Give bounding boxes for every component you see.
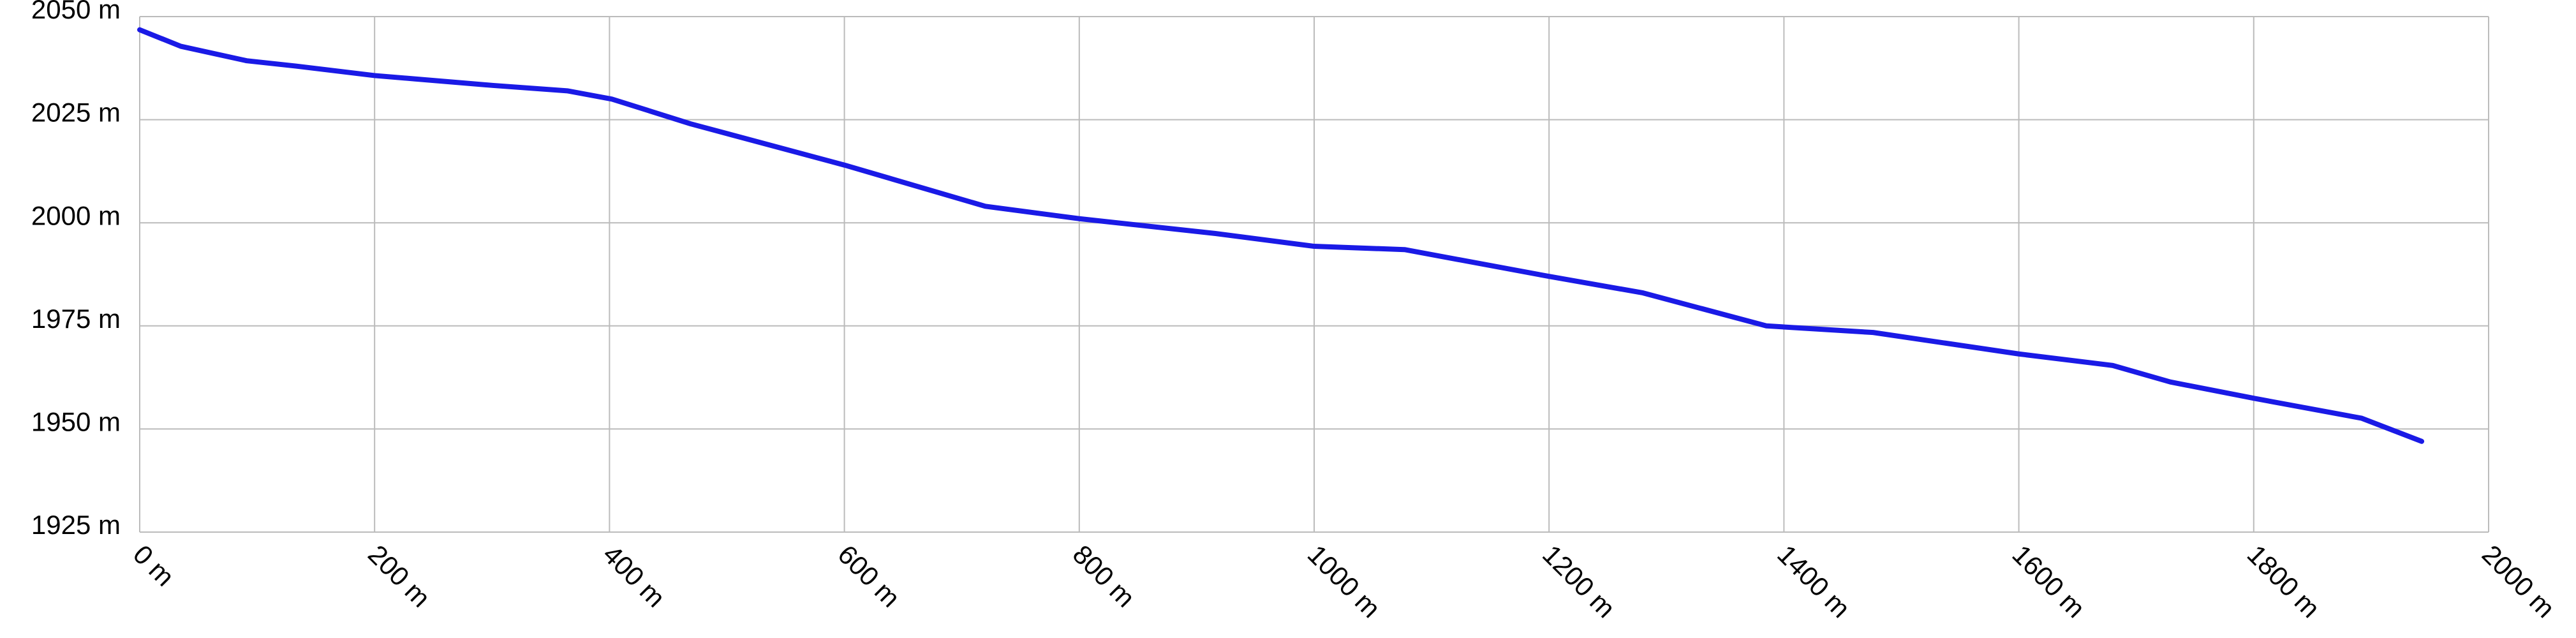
x-tick-label: 800 m <box>1067 539 1141 613</box>
x-tick-label: 1800 m <box>2242 539 2326 623</box>
x-tick-label: 2000 m <box>2476 539 2561 623</box>
y-tick-label: 2050 m <box>31 0 121 24</box>
x-tick-label: 1200 m <box>1537 539 1621 623</box>
x-tick-label: 1600 m <box>2006 539 2091 623</box>
x-tick-label: 1000 m <box>1302 539 1386 623</box>
x-tick-label: 600 m <box>832 539 906 613</box>
y-tick-label: 2025 m <box>31 98 121 128</box>
y-tick-label: 1925 m <box>31 510 121 540</box>
y-tick-label: 1950 m <box>31 406 121 436</box>
x-tick-label: 200 m <box>362 539 436 613</box>
x-tick-label: 0 m <box>128 539 181 592</box>
y-tick-label: 1975 m <box>31 304 121 334</box>
x-tick-label: 1400 m <box>1772 539 1856 623</box>
elevation-line <box>137 27 2425 444</box>
x-tick-label: 400 m <box>597 539 671 613</box>
y-tick-label: 2000 m <box>31 200 121 230</box>
